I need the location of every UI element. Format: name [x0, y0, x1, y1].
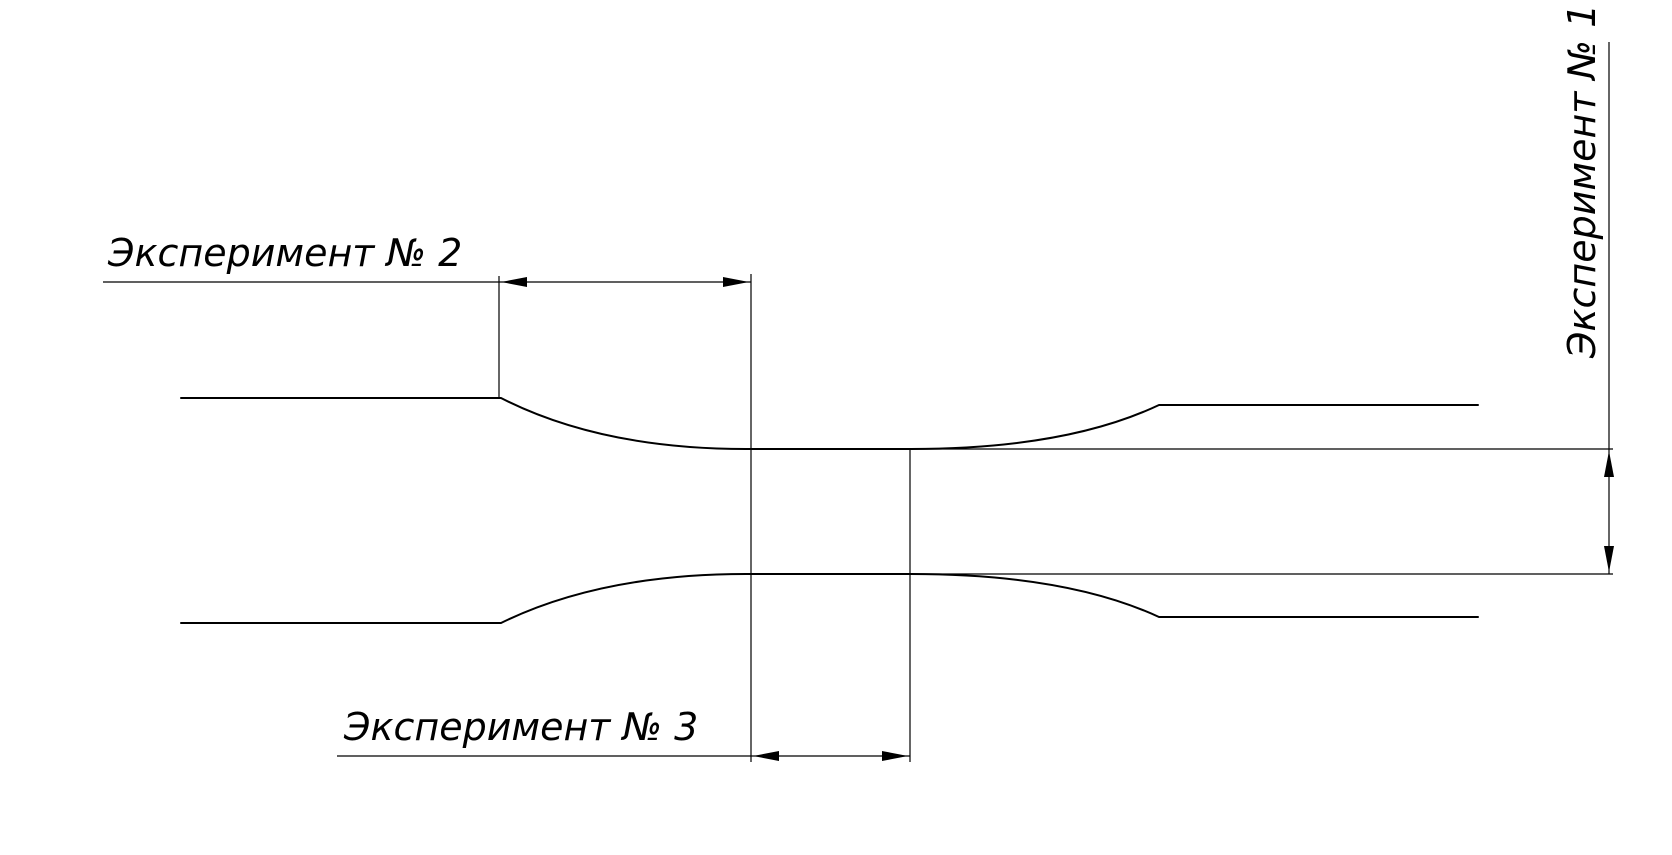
exp1-arrow-bottom	[1604, 546, 1614, 572]
exp3-arrow-right	[882, 751, 908, 761]
exp3-arrow-left	[753, 751, 779, 761]
exp3-label: Эксперимент № 3	[343, 705, 698, 749]
exp2-arrow-right	[723, 277, 749, 287]
exp1-label: Эксперимент № 1	[1560, 4, 1604, 359]
exp1-arrow-top	[1604, 451, 1614, 477]
exp2-arrow-left	[501, 277, 527, 287]
exp2-label: Эксперимент № 2	[107, 231, 462, 275]
lower-contour	[180, 573, 1479, 624]
upper-contour	[180, 397, 1479, 450]
